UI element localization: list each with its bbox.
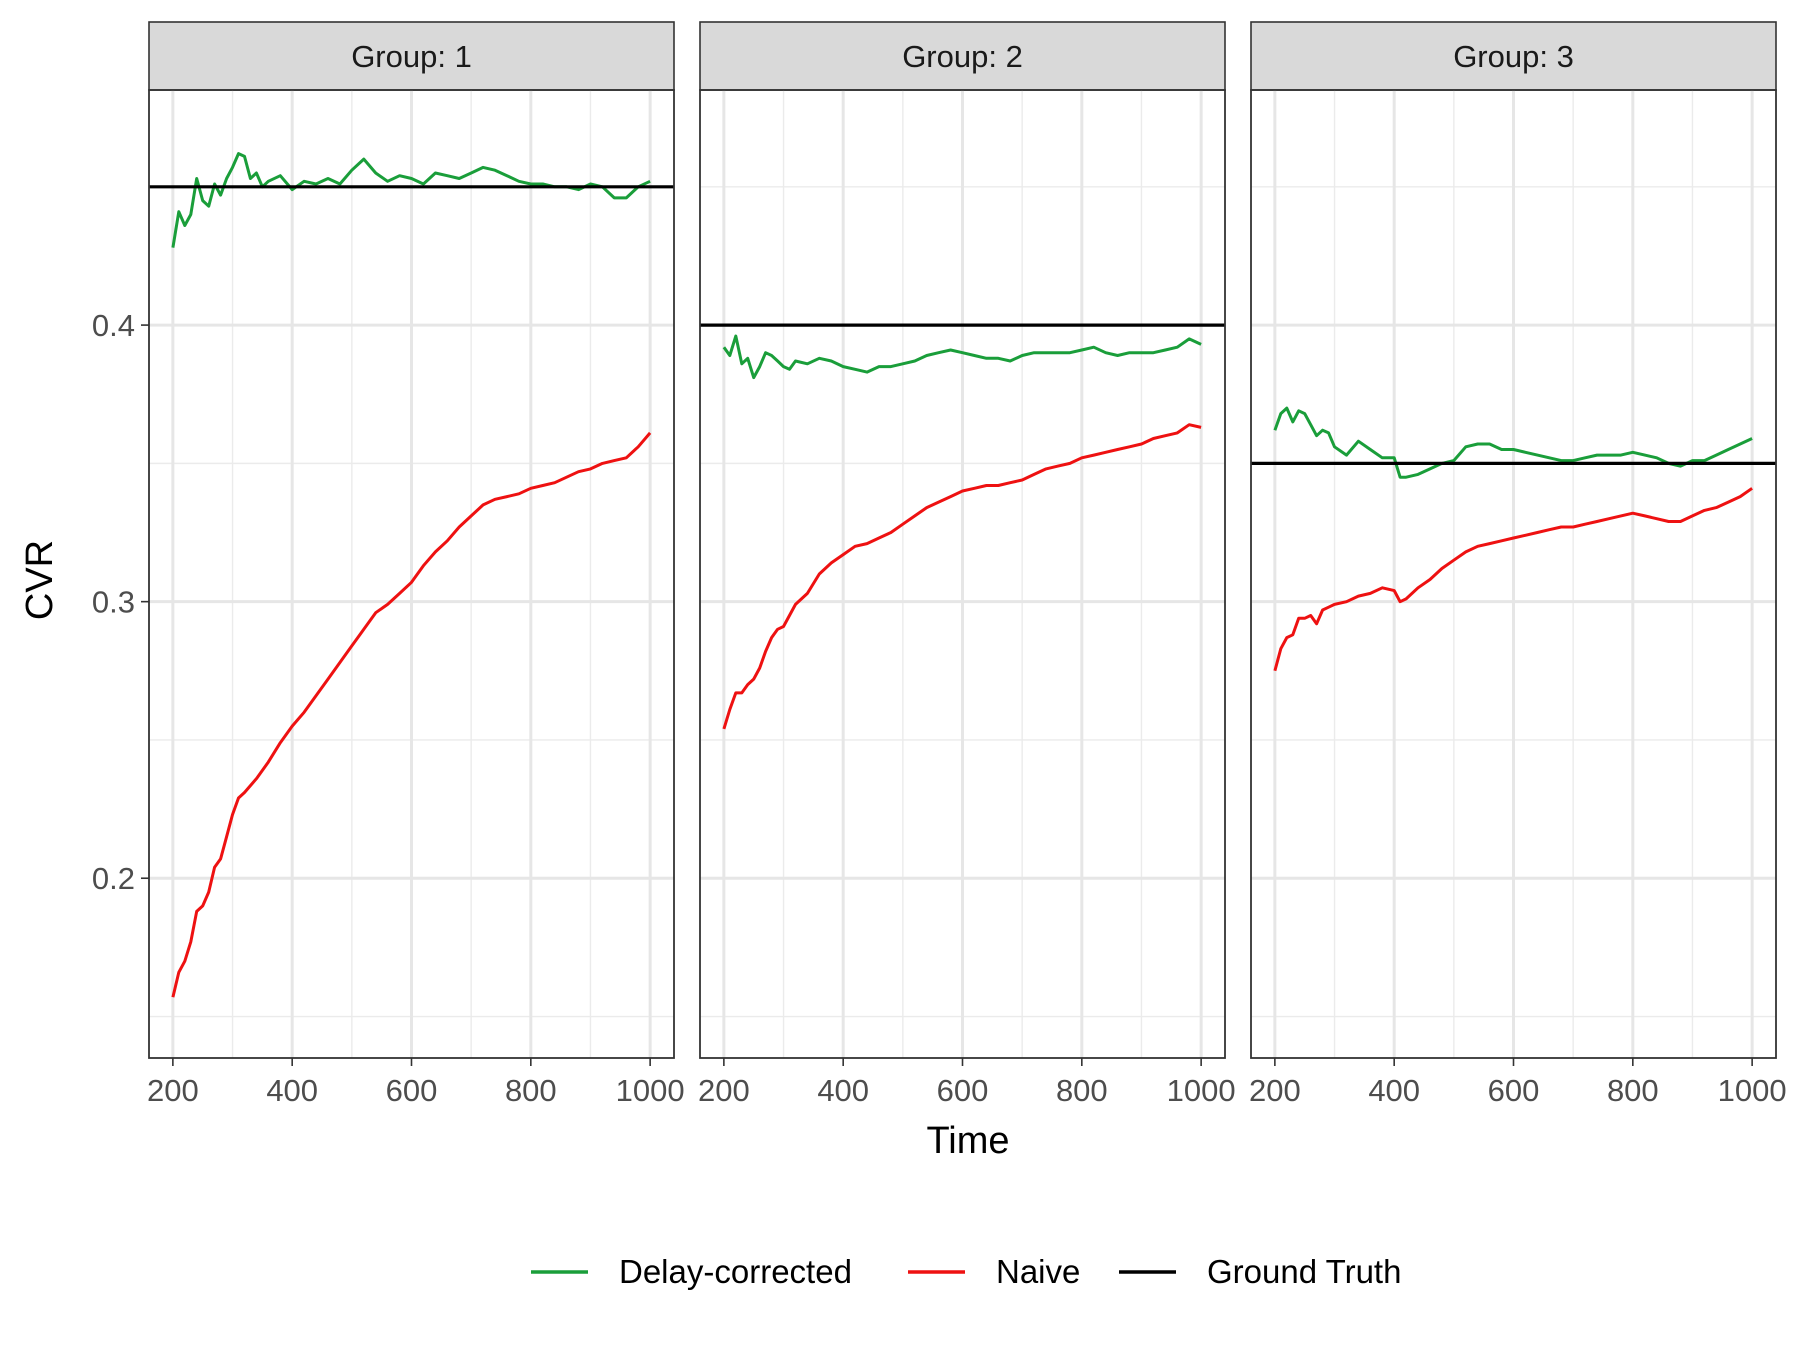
- x-tick-label: 600: [1488, 1073, 1540, 1108]
- facet-strip-label: Group: 1: [351, 39, 472, 74]
- x-tick-label: 200: [1249, 1073, 1301, 1108]
- gridlines: [700, 90, 1225, 1058]
- x-tick-label: 800: [505, 1073, 557, 1108]
- x-tick-label: 200: [147, 1073, 199, 1108]
- series-line-naive: [1273, 487, 1753, 672]
- series-lines: [1251, 406, 1776, 672]
- x-tick-label: 400: [1368, 1073, 1420, 1108]
- facet-strip-label: Group: 3: [1453, 39, 1574, 74]
- series-lines: [149, 152, 674, 998]
- legend-label: Ground Truth: [1207, 1253, 1401, 1290]
- y-tick-label: 0.4: [92, 308, 135, 343]
- x-tick-label: 400: [266, 1073, 318, 1108]
- x-tick-label: 600: [386, 1073, 438, 1108]
- panel-2: Group: 2 200 400 600 800 1000: [698, 21, 1236, 1108]
- y-tick-label: 0.3: [92, 585, 135, 620]
- gridlines: [1251, 90, 1776, 1058]
- facet-strip: [148, 21, 675, 91]
- facet-strip: [699, 21, 1226, 91]
- y-axis-title: CVR: [19, 540, 61, 620]
- legend-label: Delay-corrected: [619, 1253, 852, 1290]
- series-line-naive: [171, 431, 652, 998]
- x-tick-label: 800: [1607, 1073, 1659, 1108]
- legend-item-naive: Naive: [908, 1253, 1080, 1290]
- x-tick-label: 200: [698, 1073, 750, 1108]
- facet-strip: [1250, 21, 1777, 91]
- series-line-delay-corrected: [1273, 406, 1753, 479]
- y-tick-label: 0.2: [92, 861, 135, 896]
- axes-labels: CVR Time: [19, 540, 1010, 1162]
- panel-3: Group: 3 200 400 600 800 1000: [1249, 21, 1787, 1108]
- x-tick-label: 1000: [616, 1073, 685, 1108]
- legend: Delay-corrected Naive Ground Truth: [531, 1253, 1401, 1290]
- facet-strip-label: Group: 2: [902, 39, 1023, 74]
- x-tick-label: 400: [817, 1073, 869, 1108]
- x-tick-label: 600: [937, 1073, 989, 1108]
- series-lines: [700, 323, 1225, 730]
- legend-item-delay-corrected: Delay-corrected: [531, 1253, 852, 1290]
- series-line-delay-corrected: [722, 334, 1202, 380]
- x-tick-label: 1000: [1718, 1073, 1787, 1108]
- series-line-naive: [722, 423, 1202, 730]
- x-tick-label: 800: [1056, 1073, 1108, 1108]
- legend-label: Naive: [996, 1253, 1080, 1290]
- x-axis-title: Time: [926, 1120, 1009, 1162]
- x-tick-label: 1000: [1167, 1073, 1236, 1108]
- legend-item-ground-truth: Ground Truth: [1119, 1253, 1401, 1290]
- panel-1: Group: 1 200 400 600 800 1000 0.2 0.3 0.4: [92, 21, 685, 1108]
